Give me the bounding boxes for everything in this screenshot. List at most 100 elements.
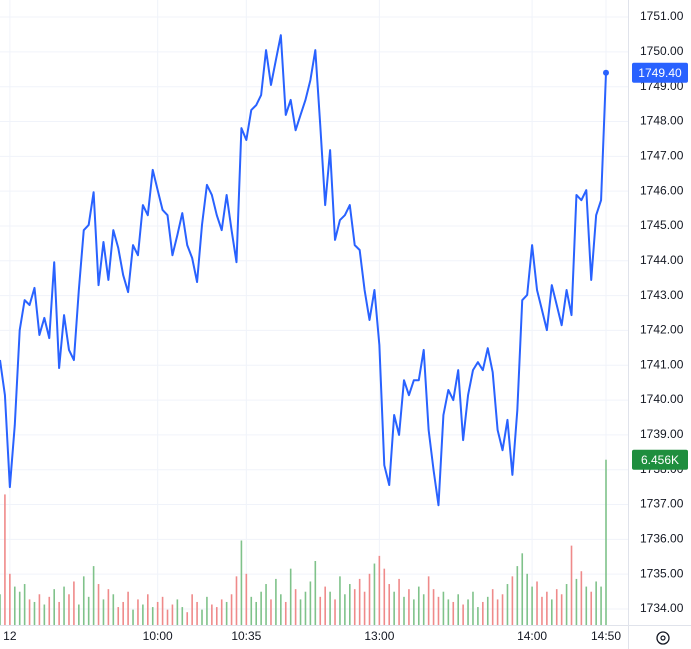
volume-bar [43, 604, 46, 625]
volume-bar [275, 578, 277, 625]
volume-bar [467, 599, 469, 625]
volume-bar [161, 596, 164, 625]
volume-bar [240, 540, 243, 625]
volume-bar [147, 594, 149, 625]
volume-bar [250, 596, 253, 625]
volume-bar [304, 591, 307, 625]
volume-bar [422, 594, 425, 625]
volume-bar [600, 586, 602, 625]
volume-bar [590, 591, 593, 625]
volume-bar [605, 459, 607, 625]
volume-bar [393, 591, 395, 625]
y-tick-label: 1735.00 [640, 566, 684, 580]
volume-bar [378, 555, 381, 625]
volume-bar [48, 596, 51, 625]
volume-bar [9, 573, 11, 625]
volume-bar [344, 594, 346, 625]
volume-bar [314, 560, 317, 625]
volume-bar [447, 599, 450, 625]
volume-bar [349, 584, 351, 625]
y-tick-label: 1743.00 [640, 288, 684, 302]
volume-bar [151, 607, 154, 625]
volume-bar [388, 584, 391, 625]
volume-bar [201, 609, 203, 625]
y-tick-label: 1745.00 [640, 218, 684, 232]
volume-bar [245, 573, 248, 625]
volume-bar [329, 591, 331, 625]
volume-bar [452, 601, 455, 625]
volume-bar [417, 586, 420, 625]
volume-bar [225, 601, 228, 625]
volume-bar [215, 607, 218, 625]
volume-bar [595, 581, 597, 625]
volume-bar [235, 576, 238, 625]
y-tick-label: 1751.00 [640, 9, 684, 23]
volume-bar [551, 599, 553, 625]
volume-bar [477, 607, 479, 625]
volume-bar [294, 589, 297, 625]
volume-bar [107, 589, 110, 625]
volume-bar [491, 589, 494, 625]
volume-bar [442, 591, 445, 625]
settings-button[interactable] [656, 631, 670, 645]
volume-bar [142, 604, 144, 625]
y-tick-label: 1737.00 [640, 497, 684, 511]
volume-bar [87, 596, 90, 625]
volume-bar [570, 545, 573, 625]
y-tick-label: 1746.00 [640, 183, 684, 197]
plot [0, 34, 609, 507]
volume-bar [260, 591, 262, 625]
volume-bar [299, 599, 302, 625]
x-tick-label: 10:00 [143, 629, 173, 643]
volume-bar [78, 604, 80, 625]
volume-bar [437, 596, 440, 625]
grid [0, 0, 628, 625]
volume-bar [496, 599, 499, 625]
volume-bar [324, 586, 326, 625]
price-label-box [632, 62, 688, 83]
volume-bar [560, 594, 563, 625]
volume-label-box [632, 449, 688, 470]
x-tick-label: 14:00 [517, 629, 547, 643]
axes: 1734.001735.001736.001737.001738.001739.… [3, 9, 688, 643]
volume-bar [363, 591, 366, 625]
volume-bars [0, 459, 607, 625]
volume-bar [413, 599, 415, 625]
volume-bar [0, 594, 1, 625]
price-line [0, 34, 607, 507]
volume-bar [353, 589, 356, 625]
y-tick-label: 1739.00 [640, 427, 684, 441]
volume-bar [171, 604, 174, 625]
volume-bar [122, 601, 124, 625]
volume-bar [472, 591, 474, 625]
volume-bar [555, 589, 558, 625]
volume-bar [309, 581, 312, 625]
volume-bar [506, 584, 509, 625]
volume-bar [265, 584, 267, 625]
price-label: 1749.40 [638, 66, 682, 80]
volume-bar [38, 594, 41, 625]
volume-bar [580, 571, 583, 625]
y-tick-label: 1740.00 [640, 392, 684, 406]
volume-bar [284, 601, 287, 625]
volume-bar [368, 573, 371, 625]
volume-bar [457, 594, 459, 625]
volume-bar [585, 586, 588, 625]
volume-bar [13, 586, 16, 625]
y-tick-label: 1734.00 [640, 601, 684, 615]
volume-bar [181, 607, 184, 625]
volume-bar [270, 599, 272, 625]
volume-bar [97, 584, 100, 625]
volume-bar [536, 581, 538, 625]
y-tick-label: 1750.00 [640, 44, 684, 58]
volume-bar [531, 586, 533, 625]
volume-bar [373, 563, 376, 625]
volume-bar [230, 594, 233, 625]
x-tick-label: 12 [3, 629, 17, 643]
volume-bar [289, 568, 292, 625]
volume-bar [521, 553, 524, 625]
volume-bar [127, 591, 129, 625]
volume-bar [156, 601, 159, 625]
y-tick-label: 1742.00 [640, 323, 684, 337]
